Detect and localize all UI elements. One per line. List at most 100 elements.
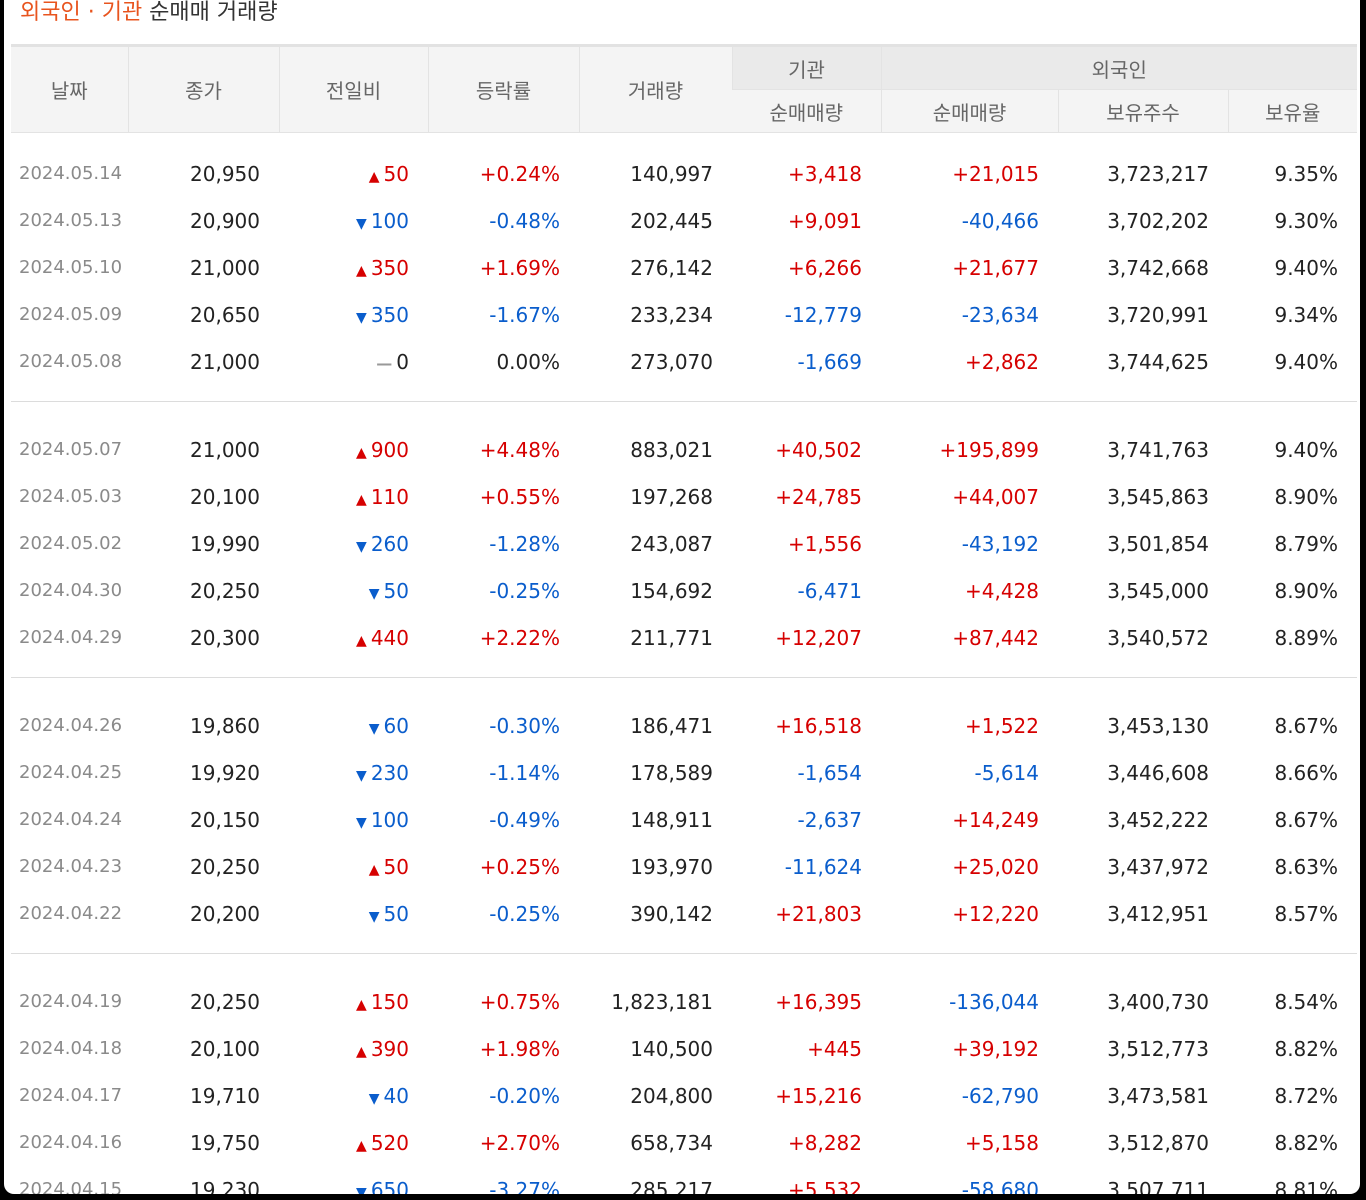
header-rate: 등락률 (427, 47, 579, 133)
cell-inst-net: +21,803 (775, 901, 862, 926)
cell-inst-net: -6,471 (797, 578, 862, 603)
cell-rate: -3.27% (489, 1177, 560, 1195)
header-close: 종가 (127, 47, 279, 133)
cell-inst-net: +16,395 (775, 989, 862, 1014)
cell-volume: 204,800 (630, 1083, 713, 1108)
cell-volume: 140,500 (630, 1036, 713, 1061)
cell-change: —0 (279, 338, 428, 385)
cell-change: ▲ 350 (279, 244, 428, 291)
table-body: 2024.05.14 20,950 ▲ 50 +0.24% 140,997 +3,418 +2… (11, 133, 1358, 1195)
cell-change: ▲ 110 (279, 473, 428, 520)
cell-change: ▼ 100 (279, 197, 428, 244)
cell-foreign-net: +195,899 (939, 437, 1039, 462)
cell-inst-net: +12,207 (775, 625, 862, 650)
cell-holdings: 3,545,000 (1107, 578, 1209, 603)
cell-ratio: 8.89% (1274, 625, 1339, 650)
section-title: 외국인 · 기관 순매매 거래량 (4, 0, 1360, 36)
triangle-down-icon: ▼ (368, 1090, 380, 1107)
cell-foreign-net: -40,466 (961, 208, 1039, 233)
cell-rate: +1.98% (479, 1036, 560, 1061)
cell-date: 2024.04.15 (19, 1179, 123, 1194)
cell-change: ▼ 230 (279, 749, 428, 796)
cell-volume: 233,234 (630, 302, 713, 327)
cell-inst-net: +445 (807, 1036, 862, 1061)
cell-inst-net: +9,091 (787, 208, 862, 233)
triangle-down-icon: ▼ (356, 309, 367, 326)
cell-date: 2024.04.19 (19, 991, 123, 1012)
table-row: 2024.05.10 21,000 ▲ 350 +1.69% 276,142 +6,266 +… (11, 244, 1357, 291)
cell-holdings: 3,473,581 (1107, 1083, 1209, 1108)
group-divider (11, 661, 1358, 678)
cell-date: 2024.04.17 (19, 1085, 123, 1106)
cell-change: ▲ 900 (279, 426, 428, 473)
cell-inst-net: +5,532 (787, 1177, 862, 1195)
cell-change: ▼ 50 (279, 567, 428, 614)
cell-ratio: 8.63% (1274, 854, 1339, 879)
cell-foreign-net: +25,020 (952, 854, 1039, 879)
cell-inst-net: -12,779 (784, 302, 862, 327)
cell-foreign-net: +12,220 (952, 901, 1039, 926)
cell-date: 2024.04.23 (19, 856, 123, 877)
cell-close: 20,650 (190, 302, 260, 327)
cell-change-value: 100 (370, 208, 409, 233)
triangle-up-icon: ▲ (368, 168, 380, 185)
cell-volume: 178,589 (630, 760, 713, 785)
cell-date: 2024.04.22 (19, 903, 123, 924)
row-spacer (11, 954, 1357, 979)
cell-change-value: 100 (370, 807, 409, 832)
cell-close: 20,150 (190, 807, 260, 832)
cell-rate: -0.25% (489, 901, 560, 926)
triangle-up-icon: ▲ (356, 262, 367, 279)
cell-change: ▼ 100 (279, 796, 428, 843)
cell-holdings: 3,742,668 (1107, 255, 1209, 280)
cell-inst-net: +1,556 (787, 531, 862, 556)
cell-holdings: 3,507,711 (1107, 1177, 1209, 1195)
cell-close: 20,250 (190, 578, 260, 603)
cell-rate: +2.22% (479, 625, 560, 650)
cell-change-value: 230 (370, 760, 409, 785)
cell-foreign-net: -58,680 (961, 1177, 1039, 1195)
triangle-up-icon: ▲ (356, 996, 367, 1013)
cell-foreign-net: -136,044 (949, 989, 1039, 1014)
cell-ratio: 8.67% (1274, 807, 1339, 832)
triangle-down-icon: ▼ (356, 215, 367, 232)
cell-inst-net: -11,624 (784, 854, 862, 879)
cell-close: 19,860 (190, 713, 260, 738)
cell-foreign-net: +14,249 (952, 807, 1039, 832)
table-row: 2024.05.02 19,990 ▼ 260 -1.28% 243,087 +1,556 -… (11, 520, 1357, 567)
triangle-down-icon: ▼ (368, 720, 380, 737)
triangle-up-icon: ▲ (356, 491, 367, 508)
table-row: 2024.04.17 19,710 ▼ 40 -0.20% 204,800 +15,216 -… (11, 1072, 1357, 1119)
row-spacer (11, 133, 1357, 151)
triangle-down-icon: ▼ (356, 814, 367, 831)
row-spacer (11, 402, 1357, 427)
cell-holdings: 3,741,763 (1107, 437, 1209, 462)
cell-rate: -1.28% (489, 531, 560, 556)
table-row: 2024.05.07 21,000 ▲ 900 +4.48% 883,021 +40,502… (11, 426, 1357, 473)
cell-date: 2024.04.25 (19, 762, 123, 783)
cell-change-value: 110 (370, 484, 409, 509)
cell-inst-net: +6,266 (787, 255, 862, 280)
cell-rate: +1.69% (479, 255, 560, 280)
cell-change: ▼ 50 (279, 890, 428, 937)
cell-volume: 140,997 (630, 161, 713, 186)
cell-rate: -0.25% (489, 578, 560, 603)
table-row: 2024.04.30 20,250 ▼ 50 -0.25% 154,692 -6,471 +4… (11, 567, 1357, 614)
header-foreign: 외국인 (880, 47, 1358, 90)
header-change: 전일비 (278, 47, 428, 133)
cell-foreign-net: +5,158 (964, 1130, 1039, 1155)
cell-change: ▲ 520 (279, 1119, 428, 1166)
triangle-up-icon: ▲ (356, 632, 367, 649)
cell-foreign-net: -43,192 (961, 531, 1039, 556)
cell-rate: +4.48% (479, 437, 560, 462)
cell-holdings: 3,453,130 (1107, 713, 1209, 738)
cell-rate: -1.14% (489, 760, 560, 785)
cell-close: 20,250 (190, 854, 260, 879)
cell-change: ▼ 650 (279, 1166, 428, 1195)
cell-holdings: 3,512,870 (1107, 1130, 1209, 1155)
triangle-down-icon: ▼ (356, 767, 367, 784)
cell-close: 20,200 (190, 901, 260, 926)
cell-holdings: 3,545,863 (1107, 484, 1209, 509)
cell-close: 20,250 (190, 989, 260, 1014)
table-row: 2024.05.13 20,900 ▼ 100 -0.48% 202,445 +9,091 -… (11, 197, 1357, 244)
